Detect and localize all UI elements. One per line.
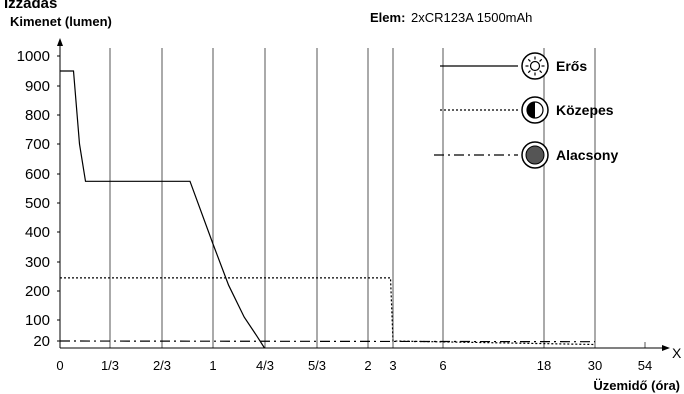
x-axis-arrow — [662, 345, 670, 351]
x-tick-label-3: 1 — [209, 358, 216, 373]
x-tick-label-5: 5/3 — [308, 358, 326, 373]
sun-icon — [521, 52, 549, 80]
x-tick-label-0: 0 — [56, 358, 63, 373]
x-tick-label-8: 6 — [439, 358, 446, 373]
filled-circle-icon — [521, 141, 549, 169]
y-tick-label-7: 700 — [25, 136, 50, 153]
x-tick-label-7: 3 — [389, 358, 396, 373]
battery-value: 2xCR123A 1500mAh — [411, 10, 532, 25]
y-axis-title: Kimenet (lumen) — [10, 14, 112, 29]
x-tick-label-6: 2 — [364, 358, 371, 373]
y-tick-label-1: 100 — [25, 312, 50, 329]
y-tick-label-0: 20 — [33, 333, 50, 350]
x-axis-letter: X — [672, 345, 682, 361]
x-tick-label-9: 18 — [537, 358, 551, 373]
y-tick-label-6: 600 — [25, 166, 50, 183]
y-tick-label-2: 200 — [25, 283, 50, 300]
half-circle-icon — [521, 96, 549, 124]
y-tick-label-5: 500 — [25, 195, 50, 212]
legend-label-közepes: Közepes — [556, 102, 614, 118]
x-tick-label-2: 2/3 — [153, 358, 171, 373]
y-tick-label-3: 300 — [25, 254, 50, 271]
series-line-erős — [60, 70, 266, 349]
battery-label: Elem: — [370, 10, 405, 25]
x-tick-label-11: 54 — [638, 358, 652, 373]
y-axis-arrow — [57, 38, 63, 46]
series-line-közepes — [60, 277, 596, 346]
x-axis-title: Üzemidő (óra) — [593, 378, 680, 393]
y-tick-label-4: 400 — [25, 224, 50, 241]
legend-label-erős: Erős — [556, 58, 587, 74]
series-line-alacsony — [59, 340, 596, 343]
x-tick-label-4: 4/3 — [256, 358, 274, 373]
x-tick-label-1: 1/3 — [101, 358, 119, 373]
y-tick-label-10: 1000 — [17, 48, 50, 65]
y-tick-label-8: 800 — [25, 107, 50, 124]
x-tick-label-10: 30 — [588, 358, 602, 373]
partial-heading: Izzadás — [4, 0, 57, 12]
legend-label-alacsony: Alacsony — [556, 147, 618, 163]
y-tick-label-9: 900 — [25, 78, 50, 95]
